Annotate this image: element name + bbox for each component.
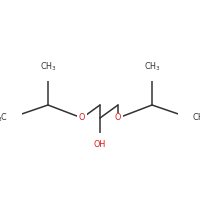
Text: CH$_3$: CH$_3$	[192, 112, 200, 124]
FancyBboxPatch shape	[77, 113, 87, 123]
FancyBboxPatch shape	[141, 69, 163, 81]
Text: H$_3$C: H$_3$C	[0, 112, 8, 124]
Text: O: O	[79, 114, 85, 122]
FancyBboxPatch shape	[93, 133, 107, 143]
Text: O: O	[115, 114, 121, 122]
Text: CH$_3$: CH$_3$	[144, 60, 160, 73]
Text: CH$_3$: CH$_3$	[40, 60, 56, 73]
Text: OH: OH	[94, 140, 106, 149]
FancyBboxPatch shape	[113, 113, 123, 123]
FancyBboxPatch shape	[0, 112, 22, 123]
FancyBboxPatch shape	[37, 69, 59, 81]
FancyBboxPatch shape	[178, 112, 200, 123]
